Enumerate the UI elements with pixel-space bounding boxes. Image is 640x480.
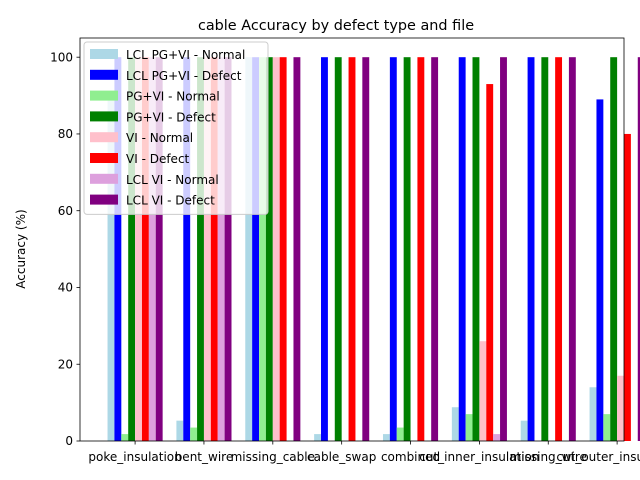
bar-s0-c0 [107, 91, 115, 441]
bar-s3-c3 [334, 57, 342, 441]
x-tick-label: bent_wire [175, 450, 234, 464]
legend-label: PG+VI - Defect [126, 110, 216, 124]
legend-label: LCL PG+VI - Defect [126, 69, 242, 83]
bar-s0-c7 [589, 387, 597, 441]
bar-s5-c3 [348, 57, 356, 441]
legend-label: LCL VI - Defect [126, 194, 215, 208]
bar-s4-c1 [203, 57, 211, 441]
bar-s3-c0 [128, 57, 136, 441]
bar-s2-c4 [396, 427, 404, 441]
y-tick-label: 60 [58, 204, 73, 218]
bar-s7-c4 [431, 57, 439, 441]
legend-swatch [90, 69, 118, 80]
x-tick-label: cable_swap [307, 450, 376, 464]
x-tick-label: missing_cable [231, 450, 315, 464]
bar-s2-c5 [465, 414, 473, 441]
bar-s2-c0 [121, 434, 129, 441]
legend-swatch [90, 132, 118, 143]
legend-swatch [90, 194, 118, 205]
bar-s5-c2 [279, 57, 287, 441]
x-tick-label: cut_outer_insulation [556, 450, 640, 464]
bar-s2-c1 [190, 427, 198, 441]
bar-s6-c0 [148, 57, 156, 441]
legend-frame [83, 41, 269, 215]
bar-s7-c0 [155, 57, 163, 441]
bars-group [107, 57, 640, 441]
bar-s3-c7 [610, 57, 618, 441]
legend-label: VI - Normal [126, 131, 193, 145]
bar-s7-c5 [500, 57, 507, 441]
bar-s1-c4 [389, 57, 397, 441]
bar-s1-c0 [114, 57, 122, 441]
bar-s5-c1 [210, 57, 218, 441]
bar-s7-c1 [224, 57, 232, 441]
axes-group: 020406080100poke_insulationbent_wiremiss… [50, 37, 640, 464]
bar-s3-c6 [541, 57, 549, 441]
chart-title: cable Accuracy by defect type and file [198, 18, 474, 34]
x-tick-label: missing_wire [510, 450, 587, 464]
bar-s7-c7 [637, 57, 640, 441]
bar-s3-c1 [197, 57, 204, 441]
bar-s1-c3 [321, 57, 328, 441]
legend-label: PG+VI - Normal [126, 90, 220, 104]
bar-s7-c2 [293, 57, 301, 441]
bar-s0-c3 [314, 434, 322, 441]
bar-s4-c2 [272, 57, 280, 441]
bar-s2-c2 [259, 57, 266, 441]
bar-s5-c6 [555, 57, 563, 441]
bar-s7-c3 [362, 57, 370, 441]
bar-s5-c4 [417, 57, 425, 441]
x-tick-label: poke_insulation [88, 450, 181, 464]
bar-s0-c4 [382, 434, 390, 441]
plot-frame [79, 37, 625, 442]
y-tick-label: 0 [65, 434, 73, 448]
bar-s1-c6 [527, 57, 535, 441]
bar-s6-c5 [493, 434, 501, 441]
bar-s3-c4 [403, 57, 411, 441]
y-tick-label: 40 [58, 281, 73, 295]
bar-s2-c7 [603, 414, 611, 441]
y-axis-label: Accuracy (%) [14, 209, 28, 288]
legend-label: VI - Defect [126, 152, 190, 166]
bar-s1-c2 [252, 57, 260, 441]
legend-swatch [90, 90, 118, 101]
y-tick-label: 20 [58, 357, 73, 371]
bar-s0-c2 [245, 57, 253, 441]
x-tick-label: cut_inner_insulation [419, 450, 539, 464]
legend-label: LCL VI - Normal [126, 173, 219, 187]
bar-s1-c5 [458, 57, 466, 441]
legend-swatch [90, 173, 118, 184]
bar-s3-c5 [472, 57, 480, 441]
y-tick-label: 100 [50, 50, 73, 64]
bar-s4-c7 [617, 375, 624, 441]
legend-label: LCL PG+VI - Normal [126, 48, 245, 62]
legend-swatch [90, 111, 118, 122]
bar-s0-c1 [176, 420, 184, 441]
legend-swatch [90, 153, 118, 163]
bar-s6-c1 [217, 57, 225, 441]
bar-s4-c5 [479, 341, 487, 441]
bar-s0-c6 [520, 420, 528, 441]
bar-s1-c7 [596, 99, 604, 441]
legend: LCL PG+VI - Normal LCL PG+VI - Defect PG+V… [83, 41, 269, 215]
bar-s7-c6 [568, 57, 576, 441]
x-tick-label: combined [381, 450, 440, 464]
bar-s4-c0 [135, 57, 142, 441]
bar-s1-c1 [183, 57, 191, 441]
bar-s5-c7 [624, 133, 631, 441]
bar-s0-c5 [451, 407, 459, 441]
bar-s3-c2 [265, 57, 273, 441]
legend-swatch [90, 49, 118, 59]
bar-s5-c5 [486, 84, 494, 441]
bar-s5-c0 [141, 57, 149, 441]
y-tick-label: 80 [58, 127, 73, 141]
